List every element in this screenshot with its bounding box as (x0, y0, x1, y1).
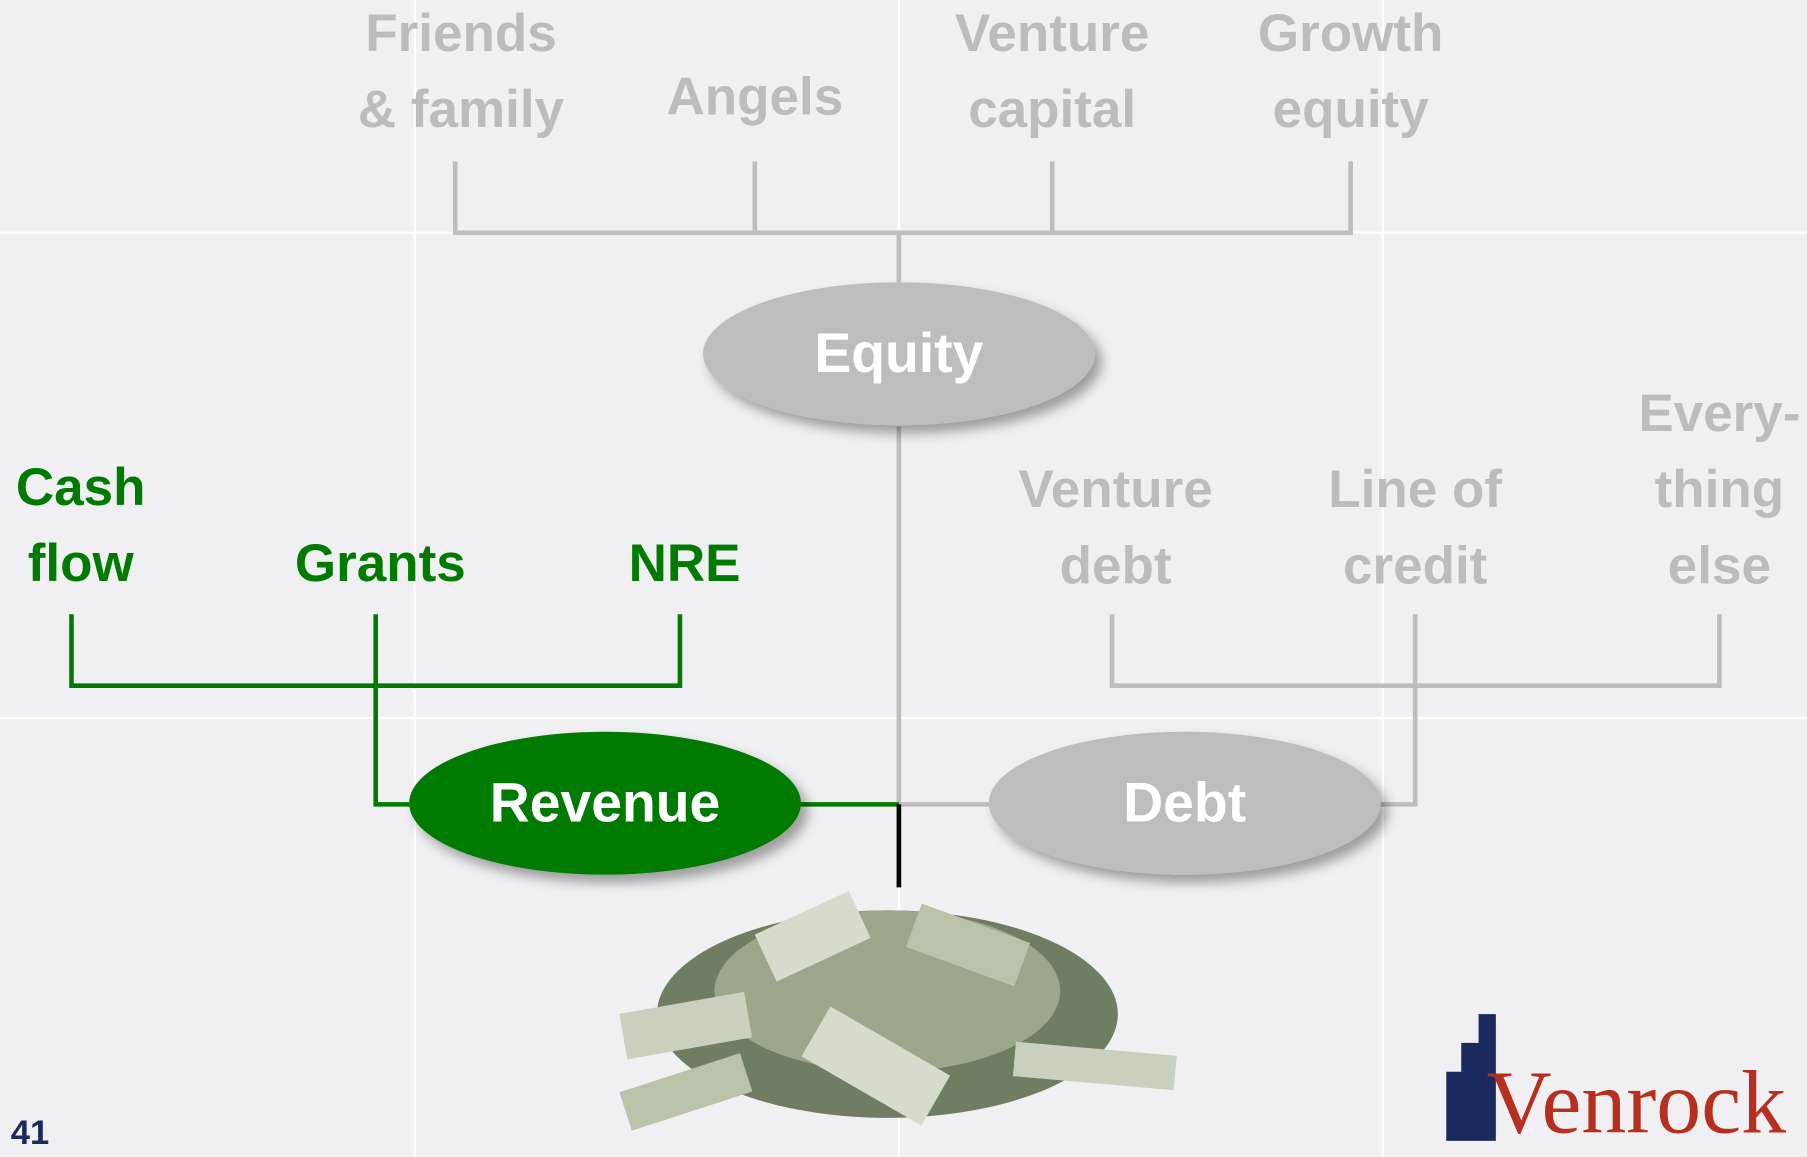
source-label: capital (968, 80, 1136, 139)
source-label: else (1668, 536, 1771, 595)
source-label: flow (28, 534, 135, 593)
money-pile (619, 891, 1176, 1131)
oval-label: Equity (814, 322, 983, 384)
logo-text: Venrock (1487, 1054, 1787, 1153)
source-label: credit (1343, 536, 1487, 595)
source-label: thing (1655, 460, 1785, 519)
logo: Venrock (1446, 1014, 1786, 1153)
source-label: NRE (629, 534, 741, 593)
source-label: Growth (1258, 4, 1443, 63)
source-label: Venture (1018, 460, 1212, 519)
ovals: Equity Revenue Debt (409, 282, 1380, 874)
source-label: Venture (955, 4, 1149, 63)
source-label: Cash (16, 458, 146, 517)
oval-label: Revenue (490, 771, 721, 833)
source-label: Grants (295, 534, 466, 593)
page: {"equity": {"label": "Equity", "sources"… (0, 0, 1807, 1157)
source-label: equity (1273, 80, 1430, 139)
connectors (71, 161, 1719, 887)
source-label: Friends (365, 4, 556, 63)
source-label: debt (1060, 536, 1172, 595)
oval-label: Debt (1123, 771, 1246, 833)
source-label: Angels (666, 67, 843, 126)
slide: Equity Revenue Debt Friends & family Angel… (0, 0, 1807, 1157)
source-label: Every- (1638, 384, 1800, 443)
source-label: & family (358, 80, 565, 139)
source-label: Line of (1328, 460, 1502, 519)
page-number: 41 (11, 1114, 49, 1152)
